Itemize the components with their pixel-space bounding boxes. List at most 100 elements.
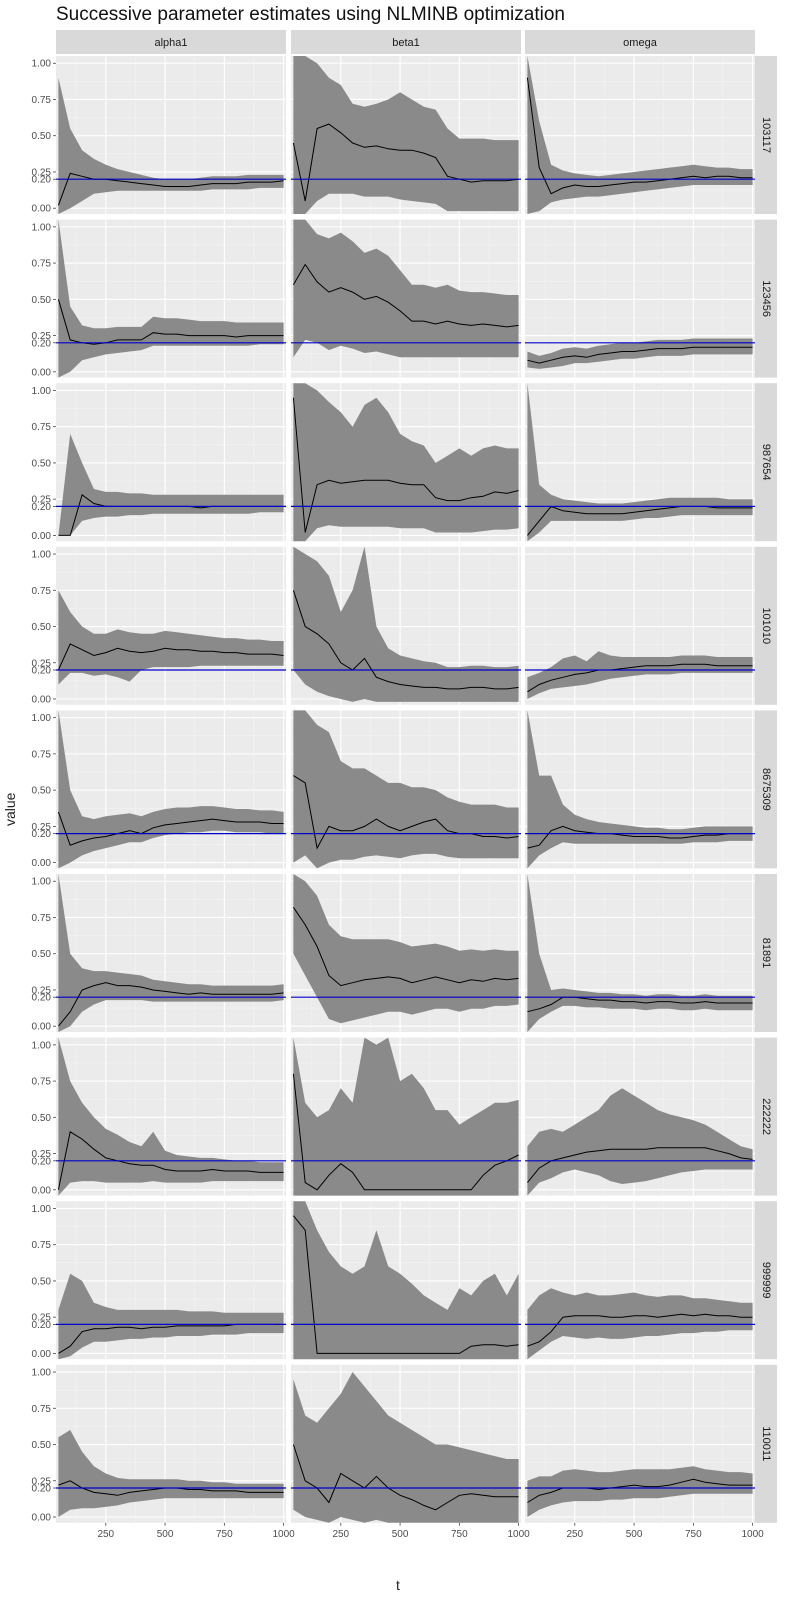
confidence-band (58, 433, 284, 536)
y-tick-label: 0.75 (32, 749, 52, 760)
estimate-line (292, 1444, 519, 1511)
y-tick-label: 0.00 (32, 367, 52, 378)
panel-8675309-beta1 (291, 710, 521, 869)
y-tick-label: 0.50 (32, 786, 52, 797)
x-tick-label: 500 (392, 1529, 409, 1540)
row-strip-222222 (755, 1037, 777, 1196)
estimate-line (527, 663, 753, 693)
y-tick-label: 0.50 (32, 458, 52, 469)
confidence-band (527, 874, 753, 1032)
estimate-line (57, 811, 284, 846)
y-tick-label: 0.20 (32, 175, 52, 186)
confidence-band (527, 710, 753, 869)
y-tick-label: 0.20 (32, 993, 52, 1004)
panel-8675309-omega (525, 710, 755, 869)
panel-81891-alpha1: 0.00 0.200.25 0.50 0.75 1.00 (32, 874, 286, 1033)
x-tick-label: 750 (685, 1529, 702, 1540)
estimate-line (527, 346, 753, 364)
panel-101010-omega (525, 546, 755, 705)
row-strip-8675309 (755, 710, 777, 869)
confidence-band (58, 219, 284, 378)
y-tick-label: 0.20 (32, 829, 52, 840)
panel-81891-omega (525, 874, 755, 1032)
y-tick-label: 0.50 (32, 295, 52, 306)
estimate-line (527, 1147, 753, 1183)
panel-999999-beta1 (291, 1201, 521, 1360)
estimate-line (527, 825, 753, 849)
panel-103117-omega (525, 56, 755, 214)
y-tick-label: 0.00 (32, 204, 52, 215)
y-tick-label: 0.75 (32, 1240, 52, 1251)
y-tick-label: 0.25 (32, 1476, 52, 1487)
row-strip-101010 (755, 546, 777, 705)
y-tick-label: 1.00 (32, 222, 52, 233)
estimate-line (293, 775, 519, 850)
facet-strip-omega (525, 30, 755, 54)
y-tick-label: 0.20 (32, 666, 52, 677)
row-strip-label: 222222 (760, 1098, 772, 1135)
confidence-band (58, 590, 284, 685)
y-tick-label: 1.00 (32, 1368, 52, 1379)
y-tick-label: 0.50 (32, 949, 52, 960)
estimate-line (292, 397, 519, 533)
estimate-line (527, 505, 753, 536)
estimate-line (57, 1131, 284, 1190)
row-strip-103117 (755, 56, 777, 214)
confidence-band (527, 56, 753, 214)
panel-123456-beta1 (291, 219, 521, 378)
panel-999999-alpha1: 0.00 0.200.25 0.50 0.75 1.00 (32, 1201, 286, 1360)
x-tick-label: 250 (566, 1529, 583, 1540)
estimate-line (292, 907, 519, 987)
estimate-line (57, 643, 284, 671)
y-tick-label: 1.00 (32, 713, 52, 724)
estimate-line (292, 590, 519, 690)
panel-987654-alpha1: 0.00 0.200.25 0.50 0.75 1.00 (32, 383, 286, 542)
facet-strip-alpha1 (56, 30, 286, 54)
y-tick-label: 0.25 (32, 495, 52, 506)
panel-987654-beta1 (291, 383, 521, 542)
panel-101010-beta1 (291, 546, 521, 705)
y-tick-label: 0.75 (32, 1404, 52, 1415)
y-tick-label: 1.00 (32, 1040, 52, 1051)
estimate-line (58, 982, 284, 1027)
panel-81891-beta1 (291, 874, 521, 1032)
panel-222222-alpha1: 0.00 0.200.25 0.50 0.75 1.00 (32, 1037, 286, 1196)
row-strip-999999 (755, 1201, 777, 1360)
x-tick-label: 1000 (508, 1529, 531, 1540)
y-tick-label: 0.00 (32, 1022, 52, 1033)
y-tick-label: 0.50 (32, 1113, 52, 1124)
confidence-band (293, 1372, 519, 1523)
estimate-line (292, 1073, 519, 1191)
confidence-band (293, 383, 519, 542)
x-tick-label: 1000 (273, 1529, 296, 1540)
row-strip-label: 987654 (760, 444, 772, 481)
row-strip-label: 103117 (760, 117, 772, 153)
y-tick-label: 0.00 (32, 1185, 52, 1196)
confidence-band (293, 56, 519, 214)
estimate-line (57, 299, 284, 345)
y-tick-label: 0.20 (32, 1320, 52, 1331)
row-strip-110011 (755, 1364, 777, 1523)
confidence-band (58, 1037, 284, 1196)
estimate-line (526, 77, 753, 195)
x-tick-label: 750 (216, 1529, 233, 1540)
row-strip-label: 101010 (760, 607, 772, 644)
confidence-band (58, 1273, 284, 1360)
confidence-band (527, 383, 753, 542)
y-tick-label: 0.75 (32, 259, 52, 270)
confidence-band (293, 1037, 519, 1196)
confidence-band (527, 1288, 753, 1360)
row-strip-label: 999999 (760, 1262, 772, 1299)
confidence-band (527, 338, 753, 369)
estimate-line (293, 1215, 519, 1354)
y-tick-label: 1.00 (32, 386, 52, 397)
y-tick-label: 0.00 (32, 695, 52, 706)
y-tick-label: 0.20 (32, 1156, 52, 1167)
row-strip-label: 110011 (760, 1426, 772, 1461)
panel-987654-omega (525, 383, 755, 542)
confidence-band (527, 1088, 753, 1196)
panel-999999-omega (525, 1201, 755, 1360)
y-tick-label: 1.00 (32, 1204, 52, 1215)
